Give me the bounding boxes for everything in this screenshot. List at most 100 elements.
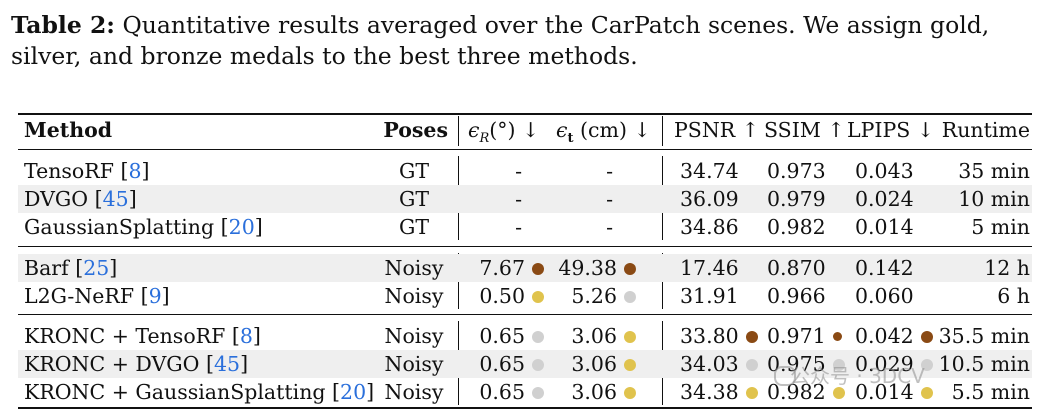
citation-ref: 8 <box>128 159 142 183</box>
lpips-cell: 0.060 <box>855 282 914 310</box>
poses-cell: Noisy <box>384 352 444 376</box>
runtime-cell: 10.5 min <box>938 352 1030 376</box>
rotation-error-value: - <box>515 187 522 211</box>
psnr-cell: 34.38 <box>680 378 758 406</box>
rotation-error-value: - <box>515 159 522 183</box>
ssim-value: 0.870 <box>767 256 826 280</box>
ssim-value: 0.971 <box>767 324 826 348</box>
method-cell: KRONC + GaussianSplatting [20] <box>24 378 374 406</box>
method-cell: TensoRF [8] <box>24 157 150 185</box>
rotation-error-value: - <box>515 215 522 239</box>
caption-text: Quantitative results averaged over the C… <box>11 11 990 70</box>
lpips-value: 0.060 <box>855 284 914 308</box>
runtime-cell: 10 min <box>958 187 1030 211</box>
runtime-cell: 6 h <box>997 284 1030 308</box>
caption-label: Table 2: <box>11 11 115 39</box>
ref-close: ] <box>128 187 137 211</box>
rotation-error-cell: 0.65 <box>462 350 544 378</box>
rotation-error-value: 0.65 <box>479 324 525 348</box>
psnr-cell: 36.09 <box>680 185 739 213</box>
lpips-cell: 0.014 <box>855 213 914 241</box>
runtime-cell: 35 min <box>958 159 1030 183</box>
bottom-rule <box>18 407 1032 409</box>
ref-close: ] <box>366 380 375 404</box>
translation-error-value: 5.26 <box>571 284 617 308</box>
citation-ref: 20 <box>228 215 255 239</box>
ref-close: ] <box>240 352 249 376</box>
translation-error-value: 3.06 <box>571 352 617 376</box>
runtime-cell: 35.5 min <box>938 324 1030 348</box>
ref-close: ] <box>141 159 150 183</box>
ssim-value: 0.979 <box>767 187 826 211</box>
poses-cell: Noisy <box>384 380 444 404</box>
ref-close: ] <box>252 324 261 348</box>
ref-open: [ <box>205 352 214 376</box>
method-name: Barf <box>24 256 76 280</box>
header-lpips: LPIPS ↓ <box>847 118 935 142</box>
table-row: KRONC + GaussianSplatting [20] Noisy 0.65 3… <box>0 378 1049 406</box>
lpips-value: 0.142 <box>855 256 914 280</box>
ref-open: [ <box>140 284 149 308</box>
method-name: GaussianSplatting <box>24 215 221 239</box>
table-row: Barf [25] Noisy 7.67 49.38 17.46 0.870 0.142 12… <box>0 254 1049 282</box>
psnr-cell: 34.74 <box>680 157 739 185</box>
ref-open: [ <box>120 159 129 183</box>
translation-error-value: 3.06 <box>571 324 617 348</box>
header-eps-r: ϵR(°) ↓ <box>468 118 540 147</box>
citation-ref: 25 <box>83 256 110 280</box>
rotation-error-cell: 0.50 <box>462 282 544 310</box>
vsep-b <box>662 116 663 146</box>
rotation-error-cell: - <box>462 157 522 185</box>
citation-ref: 45 <box>102 187 129 211</box>
lpips-value: 0.043 <box>855 159 914 183</box>
silver-medal-icon <box>920 358 933 371</box>
silver-medal-icon <box>532 358 544 371</box>
rotation-error-cell: 0.65 <box>462 322 544 350</box>
psnr-value: 34.38 <box>680 380 739 404</box>
header-row: Method Poses ϵR(°) ↓ ϵt (cm) ↓ PSNR ↑ SS… <box>0 116 1049 147</box>
poses-cell: Noisy <box>384 284 444 308</box>
bronze-medal-icon <box>745 330 758 343</box>
translation-error-value: - <box>606 187 613 211</box>
table-row: DVGO [45] GT - - 36.09 0.979 0.024 10 min <box>0 185 1049 213</box>
translation-error-value: 49.38 <box>558 256 617 280</box>
silver-medal-icon <box>745 358 758 371</box>
silver-medal-icon <box>532 386 544 399</box>
method-name: DVGO <box>24 187 95 211</box>
translation-error-cell: - <box>548 157 613 185</box>
poses-cell: GT <box>398 215 430 239</box>
citation-ref: 20 <box>340 380 367 404</box>
rotation-error-value: 0.65 <box>479 380 525 404</box>
ssim-cell: 0.982 <box>767 213 826 241</box>
psnr-value: 34.86 <box>680 215 739 239</box>
header-method: Method <box>24 118 113 142</box>
lpips-cell: 0.042 <box>855 322 933 350</box>
header-poses: Poses <box>383 118 448 142</box>
psnr-value: 33.80 <box>680 324 739 348</box>
rotation-error-value: 7.67 <box>479 256 525 280</box>
group-rule-1 <box>18 246 1032 247</box>
top-rule <box>18 113 1032 115</box>
lpips-value: 0.024 <box>855 187 914 211</box>
translation-error-cell: 49.38 <box>548 254 636 282</box>
silver-medal-icon <box>624 290 636 303</box>
method-name: TensoRF <box>24 159 121 183</box>
rotation-error-value: 0.65 <box>479 352 525 376</box>
ref-close: ] <box>254 215 263 239</box>
lpips-cell: 0.043 <box>855 157 914 185</box>
psnr-cell: 17.46 <box>680 254 739 282</box>
header-psnr: PSNR ↑ <box>674 118 759 142</box>
silver-medal-icon <box>832 358 845 371</box>
wechat-icon <box>774 366 796 386</box>
method-cell: Barf [25] <box>24 254 117 282</box>
translation-error-cell: - <box>548 213 613 241</box>
ref-open: [ <box>94 187 103 211</box>
header-ssim: SSIM ↑ <box>764 118 845 142</box>
citation-ref: 9 <box>148 284 162 308</box>
header-rule <box>18 149 1032 150</box>
psnr-cell: 34.86 <box>680 213 739 241</box>
lpips-cell: 0.142 <box>855 254 914 282</box>
method-name: KRONC + TensoRF <box>24 324 232 348</box>
ref-close: ] <box>161 284 170 308</box>
method-cell: KRONC + DVGO [45] <box>24 350 248 378</box>
